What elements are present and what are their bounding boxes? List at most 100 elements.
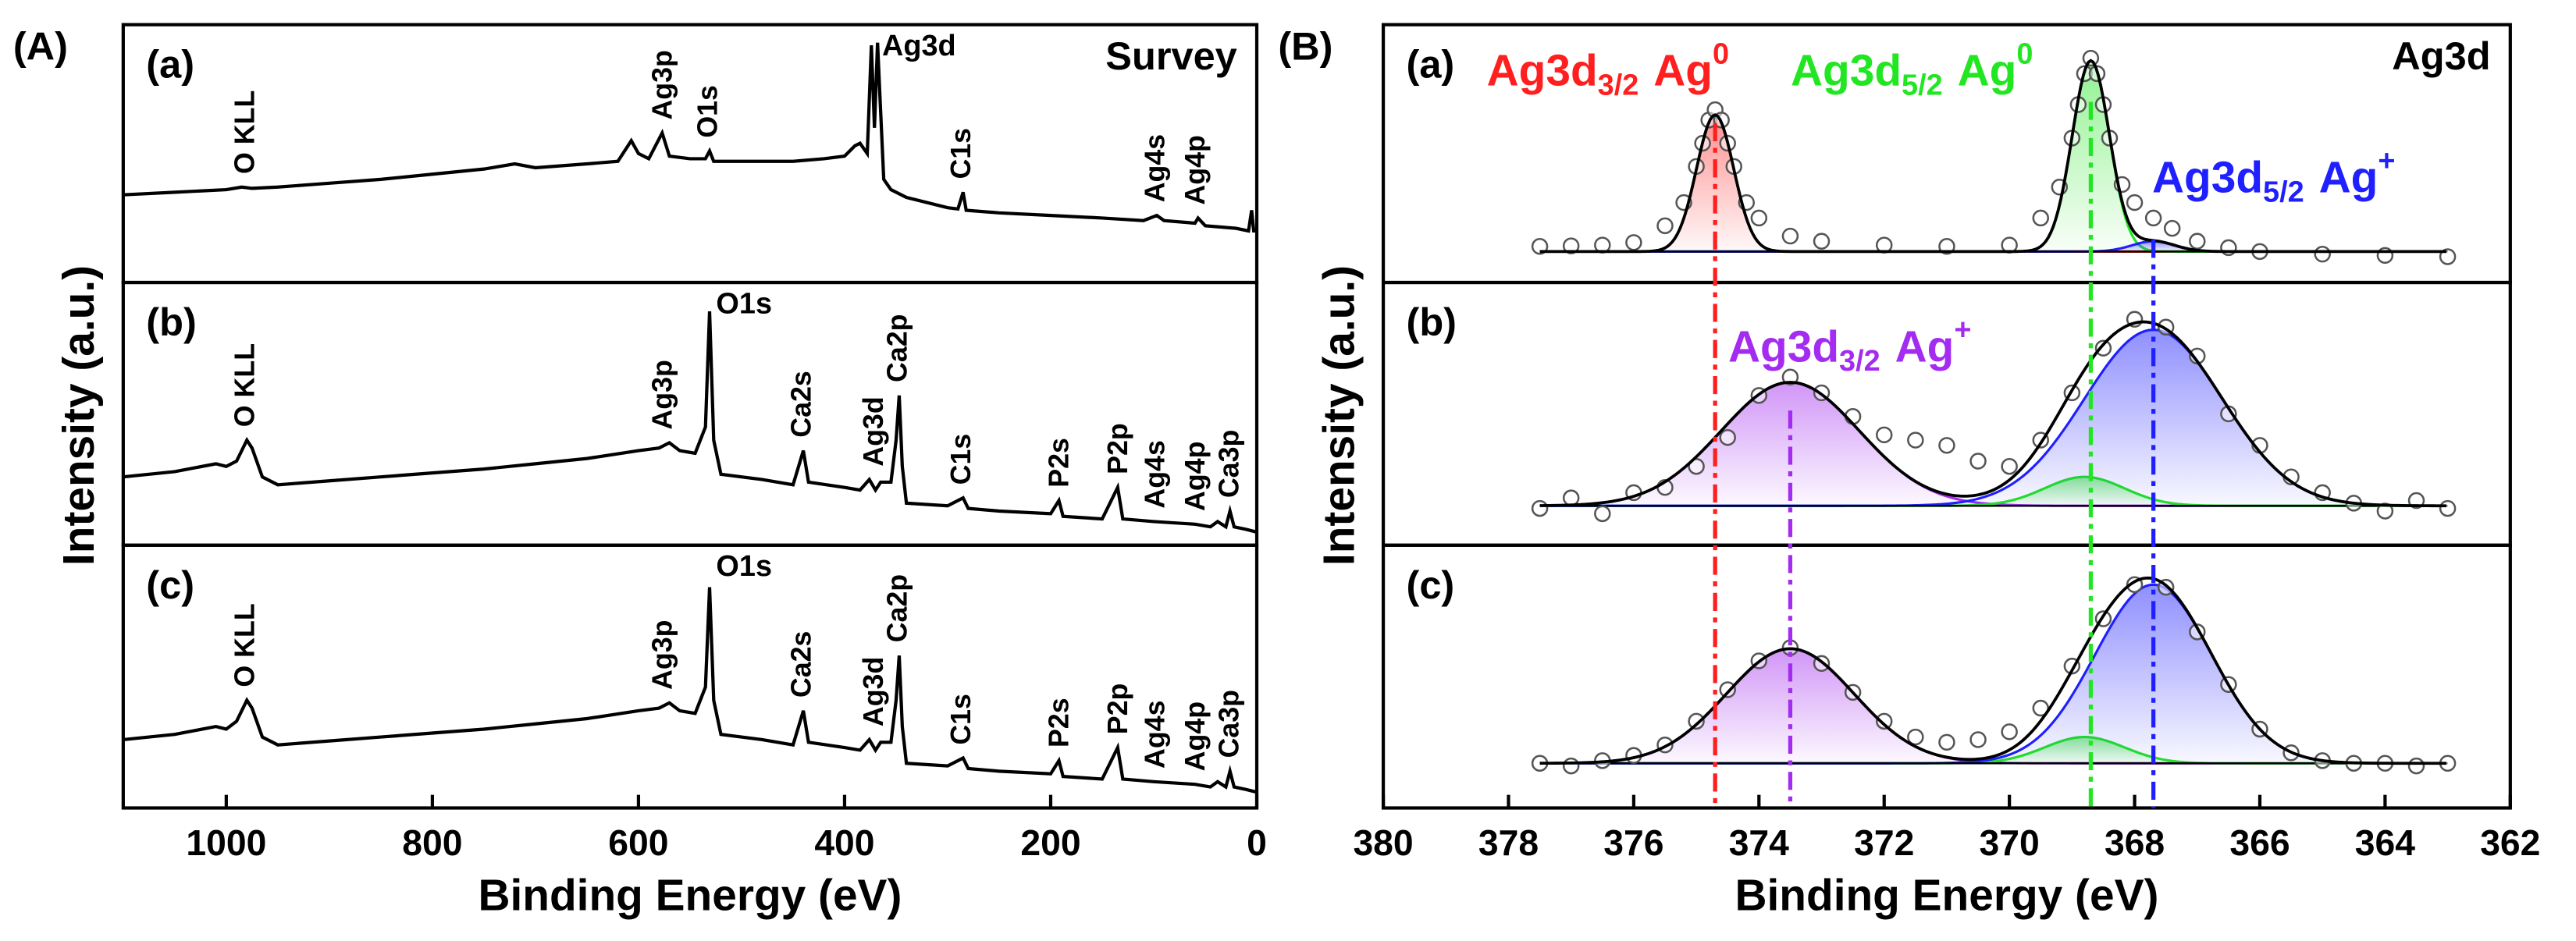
x-tick-label: 366 — [2229, 822, 2290, 863]
x-tick-label: 372 — [1854, 822, 1914, 863]
figure-label: (B) — [1278, 24, 1332, 69]
data-point — [1907, 728, 1924, 746]
label-part: 0 — [1713, 38, 1729, 71]
x-tick-label: 364 — [2355, 822, 2415, 863]
data-point — [1719, 681, 1736, 698]
x-tick-label: 380 — [1353, 822, 1413, 863]
peak-label: C1s — [945, 434, 977, 485]
peak-label: Ca2s — [786, 631, 817, 698]
panel-frame — [121, 543, 1259, 810]
y-axis-label: Intensity (a.u.) — [1315, 265, 1364, 566]
component-area — [1539, 648, 2448, 764]
data-point — [2126, 194, 2144, 211]
spectrum — [123, 42, 1258, 233]
data-point — [2439, 499, 2457, 517]
component-area — [1539, 584, 2448, 764]
component-area — [1539, 115, 2448, 252]
peak-label: O KLL — [229, 603, 261, 687]
x-tick-label: 378 — [1478, 822, 1539, 863]
chart-title: Survey — [1105, 34, 1236, 78]
peak-label: Ag3p — [646, 360, 678, 429]
peak-label: O KLL — [229, 343, 261, 427]
data-point — [1562, 757, 1580, 775]
peak-label: Ag3d — [882, 30, 956, 62]
label-part: + — [2378, 144, 2395, 177]
peak-label: C1s — [945, 128, 977, 179]
x-tick-label: 600 — [608, 822, 668, 863]
peak-label: O1s — [716, 550, 772, 583]
panel-frame — [121, 23, 1259, 285]
label-part: Ag — [2319, 154, 2379, 203]
data-point — [2407, 757, 2425, 775]
peak-label: Ca2p — [881, 314, 913, 382]
peak-label: Ag3d — [858, 396, 889, 466]
data-point — [1562, 237, 1580, 254]
peak-label: Ca2s — [786, 371, 817, 438]
x-tick-label: 0 — [1247, 822, 1267, 863]
data-point — [2001, 723, 2018, 740]
panel-label: (a) — [1407, 42, 1455, 87]
label-part: Ag3d — [2152, 154, 2263, 203]
fit-line — [1539, 320, 2447, 508]
label-part: 3/2 — [1839, 345, 1880, 378]
peak-label: Ag4s — [1139, 134, 1170, 202]
peak-label: P2s — [1044, 698, 1075, 747]
label-part: Ag3d — [1791, 47, 1902, 96]
panel-label: (b) — [1407, 300, 1457, 344]
x-tick-label: 374 — [1729, 822, 1789, 863]
data-point — [1907, 431, 1924, 449]
x-axis-label: Binding Energy (eV) — [1735, 871, 2158, 920]
peak-label: Ag4p — [1179, 135, 1211, 204]
peak-label: Ag3d5/2 Ag+ — [2152, 144, 2395, 208]
label-part: Ag — [1653, 47, 1713, 96]
chart-title: Ag3d — [2392, 34, 2490, 78]
data-point — [2189, 233, 2206, 250]
label-part: Ag — [1958, 47, 2017, 96]
x-tick-label: 376 — [1603, 822, 1663, 863]
label-part: + — [1954, 314, 1971, 346]
data-point — [2001, 458, 2018, 475]
label-part: Ag3d — [1487, 47, 1598, 96]
data-point — [2376, 502, 2394, 520]
peak-label: Ag4s — [1139, 701, 1170, 769]
x-tick-label: 800 — [402, 822, 462, 863]
peak-label: Ag3d3/2 Ag+ — [1728, 314, 1971, 378]
data-point — [1875, 426, 1893, 444]
label-part: Ag3d — [1728, 322, 1839, 371]
data-point — [2082, 49, 2100, 67]
spectrum — [123, 587, 1258, 794]
data-point — [1875, 712, 1893, 730]
data-point — [1688, 712, 1705, 730]
spectrum — [123, 311, 1258, 534]
data-point — [1562, 489, 1580, 506]
fit-line — [1539, 576, 2447, 765]
data-point — [2163, 219, 2181, 237]
peak-label: Ag3p — [646, 50, 678, 119]
peak-label: Ca3p — [1213, 430, 1244, 498]
panel-label: (a) — [146, 42, 194, 87]
peak-label: Ag3d — [858, 657, 889, 726]
data-point — [1781, 227, 1799, 245]
x-tick-label: 370 — [1980, 822, 2040, 863]
label-part: 5/2 — [2263, 176, 2304, 208]
data-point — [1969, 453, 1987, 470]
data-point — [2314, 245, 2331, 263]
component-line — [1539, 583, 2447, 765]
data-point — [1594, 505, 1611, 523]
label-part: 0 — [2016, 38, 2033, 71]
data-point — [2032, 209, 2049, 227]
data-point — [2094, 339, 2112, 357]
data-point — [1750, 209, 1768, 227]
peak-label: C1s — [945, 694, 977, 745]
component-area — [1539, 329, 2448, 506]
y-axis-label: Intensity (a.u.) — [55, 265, 104, 566]
data-point — [1813, 233, 1831, 250]
peak-label: Ag3p — [646, 620, 678, 690]
x-tick-label: 400 — [814, 822, 874, 863]
data-point — [1656, 217, 1674, 235]
peak-label: Ag4p — [1179, 442, 1211, 511]
x-tick-label: 368 — [2105, 822, 2165, 863]
peak-label: Ag4s — [1139, 440, 1170, 508]
